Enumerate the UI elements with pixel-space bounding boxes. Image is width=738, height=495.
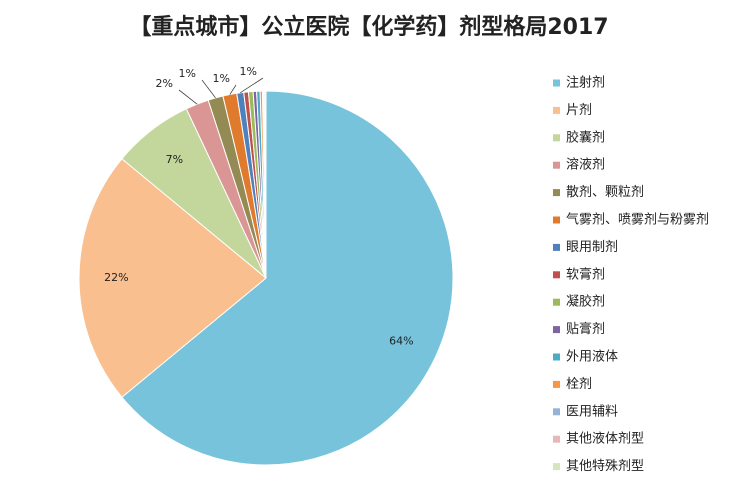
legend-label: 散剂、颗粒剂: [566, 185, 644, 200]
legend-label: 医用辅料: [566, 404, 618, 419]
data-label: 1%: [213, 72, 230, 85]
data-label: 64%: [389, 335, 413, 348]
legend-swatch: [553, 216, 560, 224]
legend-swatch: [553, 353, 560, 361]
pie-slice: [121, 90, 454, 466]
legend-label: 气雾剂、喷雾剂与粉雾剂: [566, 212, 709, 228]
legend-swatch: [553, 380, 560, 388]
legend-swatch: [553, 326, 560, 334]
data-label: 7%: [166, 153, 183, 166]
data-label: 22%: [104, 271, 128, 284]
legend-swatch: [553, 243, 560, 251]
pie-slice: [78, 158, 267, 398]
legend-label: 溶液剂: [566, 158, 605, 173]
legend-swatch: [553, 134, 560, 142]
legend-label: 贴膏剂: [566, 321, 605, 337]
leader-line: [178, 89, 198, 105]
leader-line: [240, 77, 264, 94]
legend-label: 注射剂: [566, 75, 605, 91]
legend-label: 其他液体剂型: [566, 432, 644, 447]
legend-label: 软膏剂: [566, 266, 605, 282]
legend-label: 凝胶剂: [566, 294, 605, 310]
legend-swatch: [553, 463, 560, 471]
legend-label: 胶囊剂: [566, 129, 605, 145]
legend-swatch: [553, 79, 560, 87]
legend-label: 外用液体: [566, 350, 618, 365]
legend-swatch: [553, 106, 560, 114]
leader-line: [229, 84, 237, 95]
legend-swatch: [553, 271, 560, 279]
legend-label: 眼用制剂: [566, 240, 618, 255]
legend-label: 片剂: [566, 103, 592, 118]
chart-title: 【重点城市】公立医院【化学药】剂型格局2017: [129, 14, 608, 40]
data-label: 1%: [179, 67, 196, 80]
legend-swatch: [553, 161, 560, 169]
data-label: 1%: [240, 65, 257, 78]
legend-swatch: [553, 298, 560, 306]
legend-swatch: [553, 189, 560, 197]
legend-label: 栓剂: [566, 377, 592, 392]
leader-line: [201, 79, 216, 99]
data-label: 2%: [156, 77, 173, 90]
legend-swatch: [553, 408, 560, 416]
legend-swatch: [553, 435, 560, 443]
pie-slice: [264, 90, 267, 279]
legend-label: 其他特殊剂型: [566, 459, 644, 474]
